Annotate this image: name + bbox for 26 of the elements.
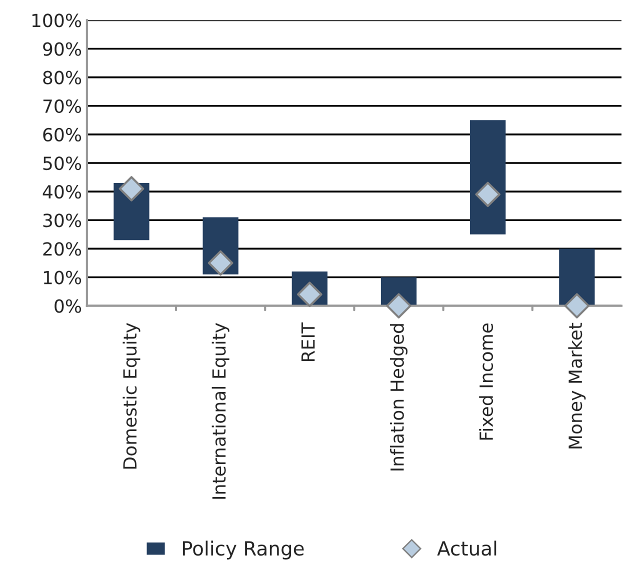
y-tick-label: 10% — [44, 270, 82, 284]
y-tick-label: 70% — [43, 99, 82, 113]
y-tick-label: 60% — [43, 128, 82, 142]
y-tick-label: 50% — [43, 156, 82, 170]
point — [118, 176, 144, 202]
x-tick-label: Money Market — [568, 322, 586, 448]
x-tick-label: Domestic Equity — [122, 323, 140, 469]
point — [208, 250, 234, 276]
bar — [470, 120, 506, 234]
y-tick-label: 100% — [32, 14, 82, 28]
x-tick-label: Fixed Income — [479, 323, 494, 440]
y-tick-label: 90% — [43, 42, 82, 56]
y-tick-label: 0% — [54, 299, 82, 313]
y-tick-label: 20% — [43, 242, 82, 256]
point — [386, 293, 412, 318]
y-tick-label: 30% — [43, 214, 82, 228]
legend-label: Policy Range — [182, 540, 304, 560]
x-tick-label: International Equity — [212, 323, 230, 499]
bar — [559, 248, 595, 306]
y-tick-label: 80% — [43, 70, 82, 84]
x-tick-label: REIT — [301, 322, 315, 362]
x-tick-label: Inflation Hedged — [390, 324, 408, 470]
point — [564, 293, 590, 318]
point — [475, 182, 500, 208]
y-tick-label: 40% — [42, 185, 82, 199]
legend-label: Actual — [437, 540, 496, 556]
